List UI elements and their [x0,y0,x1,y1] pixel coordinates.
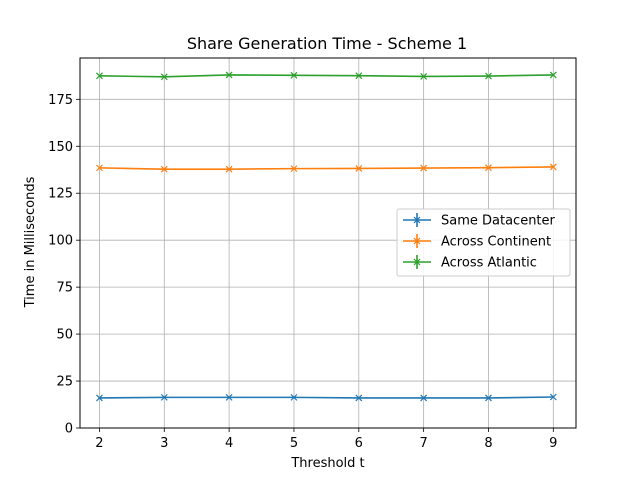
marker-stroke [290,165,298,173]
marker-stroke [160,165,168,173]
marker-stroke [160,73,168,81]
data-point [549,393,557,401]
data-series [96,71,557,402]
marker-stroke [549,71,557,79]
legend-marker-icon [413,237,421,245]
legend-label: Across Atlantic [441,256,537,271]
plot-frame [79,57,577,429]
series-line [99,74,554,78]
data-point [96,72,103,80]
marker-stroke [225,71,233,79]
y-tick-label: 125 [48,187,73,202]
series-line [99,166,554,170]
data-point [96,164,103,172]
marker-stroke [225,165,233,173]
chart-title: Share Generation Time - Scheme 1 [187,34,467,53]
y-tick-label: 50 [56,328,73,343]
data-point [549,71,557,79]
data-point [485,164,492,172]
y-axis-label: Time in Milliseconds [23,176,38,308]
marker-stroke [420,72,428,80]
marker-stroke [355,72,363,80]
x-tick-label: 3 [160,436,168,451]
marker-stroke [355,394,363,402]
marker-stroke [485,72,492,80]
data-point [96,394,103,402]
legend-item: Across Continent [403,234,551,250]
data-point [549,163,557,171]
marker-stroke [549,393,557,401]
legend: Same Datacenter Across Continent Across At… [396,208,571,277]
legend-marker-icon [413,216,421,224]
legend-marker-icon [413,258,421,266]
marker-stroke [413,258,421,266]
y-tick-label: 75 [56,281,73,296]
marker-stroke [290,393,298,401]
marker-stroke [225,393,233,401]
legend-box [396,208,571,277]
legend-label: Same Datacenter [441,214,556,229]
y-tick-label: 100 [48,234,73,249]
y-tick-label: 25 [56,375,73,390]
data-point [225,393,233,401]
x-tick-label: 5 [290,436,298,451]
x-tick-label: 7 [419,436,427,451]
data-point [355,165,363,172]
x-tick-label: 6 [355,436,363,451]
x-tick-label: 2 [95,436,103,451]
data-point [355,72,363,80]
marker-stroke [420,394,428,402]
data-point [290,71,298,79]
data-point [160,165,168,173]
data-point [485,72,492,80]
marker-stroke [549,163,557,171]
x-axis-label: Threshold t [290,456,364,471]
data-point [225,165,233,173]
data-point [355,394,363,402]
marker-stroke [413,216,421,224]
marker-stroke [355,165,363,172]
series-same-datacenter [96,393,557,402]
x-tick-label: 9 [549,436,557,451]
data-point [160,73,168,81]
data-point [420,394,428,402]
marker-stroke [290,71,298,79]
marker-stroke [485,394,492,402]
series-across-continent [96,163,557,173]
marker-stroke [160,393,168,401]
data-point [290,165,298,173]
series-across-atlantic [96,71,557,81]
data-point [290,393,298,401]
x-tick-label: 4 [225,436,233,451]
marker-stroke [96,72,103,80]
legend-item: Across Atlantic [403,255,537,271]
legend-item: Same Datacenter [403,213,556,229]
marker-stroke [96,394,103,402]
x-tick-label: 8 [484,436,492,451]
marker-stroke [420,164,428,172]
data-point [225,71,233,79]
axis-ticks: 2 3 4 5 6 7 8 9 0 25 50 75 100 125 150 175 [48,93,557,451]
data-point [420,164,428,172]
y-tick-label: 150 [48,140,73,155]
marker-stroke [485,164,492,172]
y-tick-label: 175 [48,93,73,108]
series-line [99,396,554,399]
data-point [485,394,492,402]
marker-stroke [413,237,421,245]
legend-label: Across Continent [441,235,551,250]
marker-stroke [96,164,103,172]
data-point [160,393,168,401]
data-point [420,72,428,80]
y-tick-label: 0 [65,422,73,437]
